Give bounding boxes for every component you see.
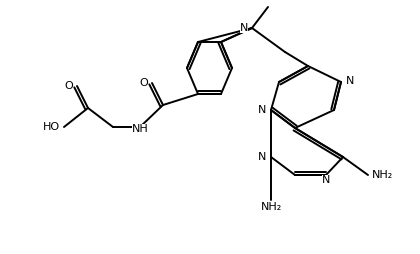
Text: N: N [257,152,266,162]
Text: N: N [257,105,266,115]
Text: NH₂: NH₂ [372,170,393,180]
Text: NH₂: NH₂ [260,202,282,212]
Text: HO: HO [43,122,60,132]
Text: NH: NH [131,124,148,134]
Text: O: O [64,81,73,91]
Text: O: O [139,78,148,88]
Text: N: N [322,175,330,185]
Text: N: N [240,23,248,33]
Text: N: N [346,76,354,86]
